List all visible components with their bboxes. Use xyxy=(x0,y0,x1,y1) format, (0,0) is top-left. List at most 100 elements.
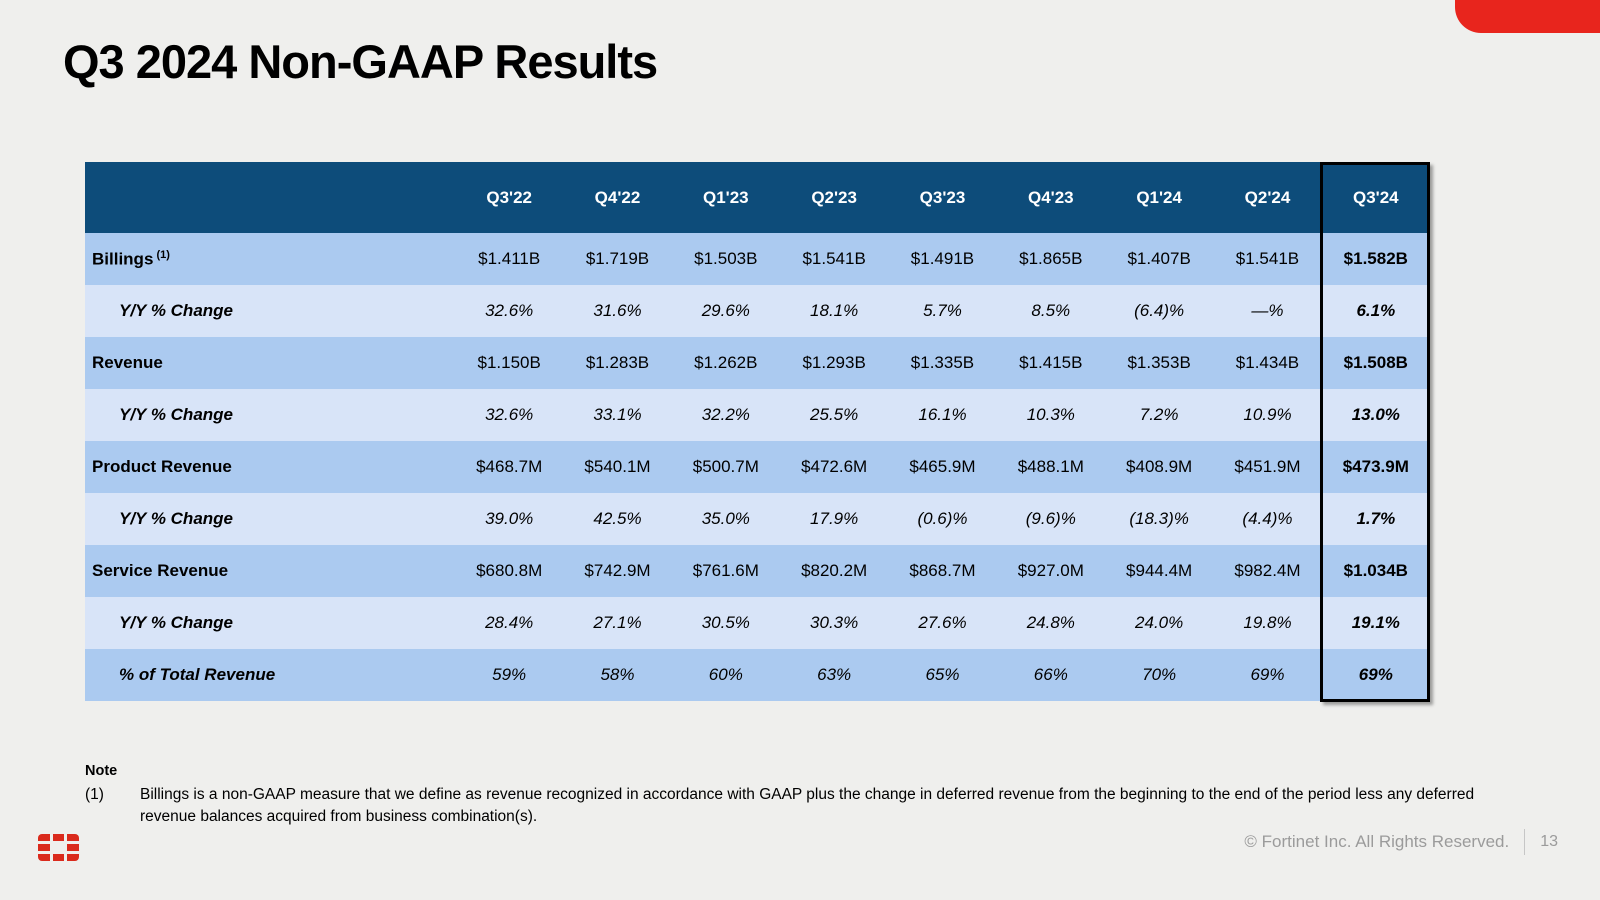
table-row: Product Revenue $468.7M $540.1M $500.7M $472… xyxy=(85,441,1430,493)
table-cell: $1.582B xyxy=(1343,249,1408,268)
table-cell: $761.6M xyxy=(692,561,759,580)
logo-segment xyxy=(38,844,50,851)
table-cell: 32.6% xyxy=(485,301,534,320)
table-cell: 13.0% xyxy=(1351,405,1400,424)
page-title: Q3 2024 Non-GAAP Results xyxy=(63,35,658,88)
table-cell: 27.6% xyxy=(918,613,967,632)
results-table: Q3'22 Q4'22 Q1'23 Q2'23 Q3'23 Q4'23 Q1'24 Q2'24… xyxy=(85,162,1430,702)
table-cell: (6.4)% xyxy=(1134,301,1185,320)
logo-segment xyxy=(67,854,79,861)
table-header: Q3'22 Q4'22 Q1'23 Q2'23 Q3'23 Q4'23 Q1'24 Q2'24… xyxy=(85,162,1430,233)
table-cell: $1.335B xyxy=(910,353,975,372)
table-cell: 70% xyxy=(1142,665,1177,684)
header-cell-quarter: Q3'22 xyxy=(455,162,564,233)
row-label: Billings (1) xyxy=(92,248,170,269)
table-cell: 33.1% xyxy=(593,405,642,424)
logo-segment xyxy=(38,854,50,861)
row-label: Y/Y % Change xyxy=(119,613,233,632)
table-cell: $1.541B xyxy=(1235,249,1300,268)
table-cell: 32.2% xyxy=(701,405,750,424)
table-cell: 19.8% xyxy=(1243,613,1292,632)
note-heading: Note xyxy=(85,763,118,779)
table-row: % of Total Revenue 59% 58% 60% 63% 65% 66% 70% 6… xyxy=(85,649,1430,701)
header-row: Q3'22 Q4'22 Q1'23 Q2'23 Q3'23 Q4'23 Q1'24 Q2'24… xyxy=(85,162,1430,233)
row-label: Y/Y % Change xyxy=(119,301,233,320)
table-cell: $868.7M xyxy=(909,561,976,580)
table-cell: $472.6M xyxy=(801,457,868,476)
table-cell: $742.9M xyxy=(584,561,651,580)
table-cell: (4.4)% xyxy=(1242,509,1293,528)
table-cell: $540.1M xyxy=(584,457,651,476)
footnote-reference: (1) xyxy=(85,785,104,803)
table-cell: 69% xyxy=(1358,665,1393,684)
table-body: Billings (1) $1.411B $1.719B $1.503B $1.541B… xyxy=(85,233,1430,701)
table-cell: 16.1% xyxy=(918,405,967,424)
table-cell: $680.8M xyxy=(476,561,543,580)
table-cell: $1.262B xyxy=(694,353,758,372)
footnote-marker: (1) xyxy=(153,248,170,261)
row-label: Y/Y % Change xyxy=(119,405,233,424)
table-cell: 63% xyxy=(817,665,852,684)
footnote-row: (1) Billings is a non-GAAP measure that … xyxy=(85,784,1485,828)
row-label: % of Total Revenue xyxy=(119,665,276,684)
header-cell-quarter: Q3'24 xyxy=(1321,162,1430,233)
row-label: Service Revenue xyxy=(92,561,229,580)
table-cell: 17.9% xyxy=(810,509,859,528)
header-cell-label xyxy=(85,162,455,233)
row-label: Y/Y % Change xyxy=(119,509,233,528)
table-cell: $1.491B xyxy=(910,249,975,268)
table-cell: $1.411B xyxy=(478,249,541,268)
table-row: Service Revenue $680.8M $742.9M $761.6M $820… xyxy=(85,545,1430,597)
table-row: Billings (1) $1.411B $1.719B $1.503B $1.541B… xyxy=(85,233,1430,285)
table-cell: $1.434B xyxy=(1235,353,1300,372)
page-number: 13 xyxy=(1540,833,1558,850)
fortinet-logo-icon xyxy=(38,834,79,861)
table-cell: 18.1% xyxy=(810,301,859,320)
table-cell: 35.0% xyxy=(701,509,750,528)
table-cell: 58% xyxy=(600,665,635,684)
table-cell: $1.407B xyxy=(1127,249,1191,268)
logo-segment xyxy=(67,844,79,851)
table-cell: 1.7% xyxy=(1356,509,1396,528)
table-cell: $1.865B xyxy=(1019,249,1083,268)
table-cell: $1.508B xyxy=(1343,353,1408,372)
table-cell: (18.3)% xyxy=(1129,509,1189,528)
table-cell: $408.9M xyxy=(1126,457,1193,476)
table-cell: 30.3% xyxy=(810,613,859,632)
non-gaap-results-table: Q3'22 Q4'22 Q1'23 Q2'23 Q3'23 Q4'23 Q1'24 Q2'24… xyxy=(85,162,1430,701)
row-label: Revenue xyxy=(92,353,163,372)
table-cell: $927.0M xyxy=(1017,561,1084,580)
table-cell: $1.541B xyxy=(802,249,866,268)
table-cell: 25.5% xyxy=(810,405,859,424)
logo-segment xyxy=(53,854,64,861)
logo-segment xyxy=(53,834,64,841)
table-cell: $500.7M xyxy=(692,457,759,476)
table-cell: 8.5% xyxy=(1031,301,1071,320)
table-cell: 10.9% xyxy=(1243,405,1292,424)
table-cell: 6.1% xyxy=(1356,301,1396,320)
table-cell: 65% xyxy=(925,665,960,684)
table-cell: 5.7% xyxy=(923,301,962,320)
footnote-section: Note (1) Billings is a non-GAAP measure … xyxy=(85,761,1485,828)
table-cell: —% xyxy=(1251,301,1284,320)
table-row: Y/Y % Change 32.6% 31.6% 29.6% 18.1% 5.7% 8.5%… xyxy=(85,285,1430,337)
header-cell-quarter: Q2'23 xyxy=(779,162,889,233)
table-cell: 42.5% xyxy=(593,509,642,528)
logo-segment-gap xyxy=(53,844,64,851)
logo-segment xyxy=(67,834,79,841)
table-cell: $473.9M xyxy=(1342,457,1409,476)
table-cell: 30.5% xyxy=(701,613,750,632)
table-cell: $465.9M xyxy=(909,457,976,476)
table-cell: 27.1% xyxy=(593,613,642,632)
table-row: Y/Y % Change 39.0% 42.5% 35.0% 17.9% (0.6)% (9… xyxy=(85,493,1430,545)
table-cell: $982.4M xyxy=(1234,561,1301,580)
header-cell-quarter: Q4'22 xyxy=(563,162,672,233)
table-cell: 24.8% xyxy=(1026,613,1075,632)
row-label: Product Revenue xyxy=(92,457,232,476)
table-cell: 39.0% xyxy=(485,509,534,528)
table-cell: 7.2% xyxy=(1139,405,1179,424)
corner-accent-shape xyxy=(1455,0,1600,33)
table-cell: $820.2M xyxy=(801,561,868,580)
header-cell-quarter: Q1'24 xyxy=(1104,162,1214,233)
table-cell: $451.9M xyxy=(1234,457,1301,476)
